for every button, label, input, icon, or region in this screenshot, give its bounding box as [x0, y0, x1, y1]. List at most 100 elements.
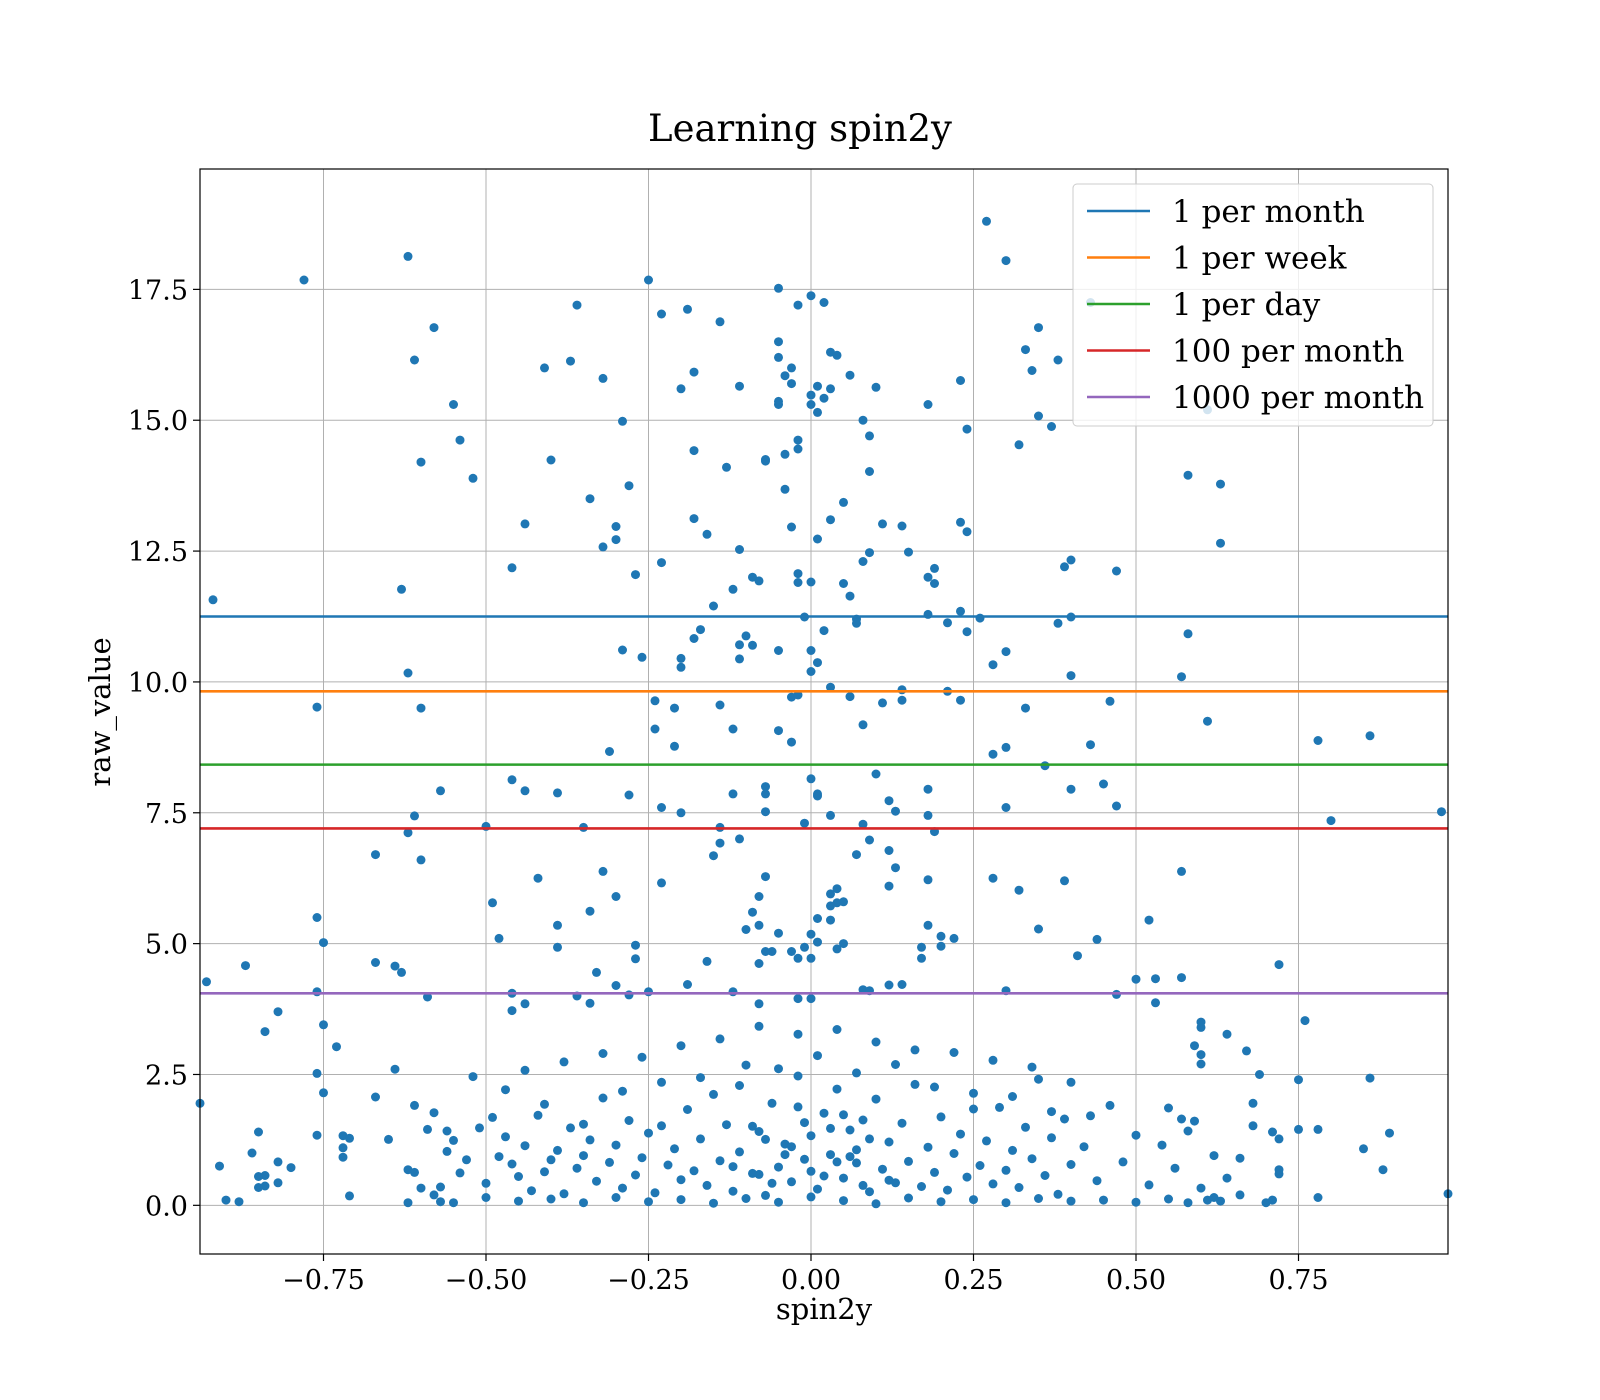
data-point: [793, 569, 803, 579]
data-point: [735, 1081, 744, 1090]
data-point: [1385, 1128, 1394, 1138]
data-point: [995, 1102, 1004, 1112]
data-point: [598, 373, 608, 383]
data-point: [637, 1052, 647, 1062]
data-point: [761, 947, 770, 956]
data-point: [793, 444, 803, 454]
data-point: [676, 662, 686, 672]
data-point: [520, 1141, 530, 1151]
data-point: [715, 1034, 725, 1044]
data-point: [735, 381, 744, 391]
data-point: [1183, 1198, 1193, 1208]
data-point: [384, 1134, 393, 1144]
data-point: [442, 1126, 452, 1136]
data-point: [436, 1197, 445, 1207]
data-point: [988, 749, 998, 759]
data-point: [520, 519, 530, 529]
data-point: [709, 851, 718, 861]
data-point: [1203, 716, 1212, 726]
data-point: [410, 1167, 419, 1177]
data-point: [312, 1130, 322, 1140]
data-point: [1177, 1114, 1186, 1124]
data-point: [1001, 742, 1011, 752]
data-point: [871, 1037, 881, 1047]
data-point: [566, 1123, 575, 1133]
data-point: [254, 1172, 263, 1181]
data-point: [748, 640, 757, 650]
data-point: [1105, 1100, 1115, 1110]
data-point: [338, 1143, 348, 1153]
data-point: [826, 901, 835, 911]
data-point: [494, 1152, 504, 1162]
data-point: [572, 1163, 582, 1173]
data-point: [618, 645, 627, 655]
data-point: [845, 692, 855, 702]
data-point: [481, 1178, 491, 1188]
data-point: [871, 382, 881, 392]
data-point: [1047, 1107, 1056, 1117]
x-tick-label: 0.75: [1268, 1265, 1328, 1296]
data-point: [1079, 1142, 1089, 1152]
data-point: [546, 1155, 556, 1165]
data-point: [644, 275, 653, 285]
data-point: [1164, 1194, 1173, 1204]
data-point: [611, 535, 621, 545]
data-point: [429, 323, 439, 333]
data-point: [1001, 256, 1011, 266]
data-point: [826, 1150, 835, 1160]
data-point: [1177, 672, 1186, 682]
data-point: [826, 915, 835, 925]
data-point: [598, 866, 608, 876]
data-point: [793, 690, 803, 700]
data-point: [1034, 323, 1043, 333]
data-point: [657, 803, 666, 812]
data-point: [390, 961, 400, 971]
data-point: [787, 1177, 796, 1187]
data-point: [1008, 1092, 1017, 1101]
data-point: [884, 1175, 894, 1185]
data-point: [1359, 1144, 1368, 1154]
y-tick-label: 5.0: [145, 930, 188, 961]
legend-label: 1 per month: [1172, 194, 1365, 230]
data-point: [689, 634, 699, 643]
data-point: [540, 1099, 549, 1109]
data-point: [1274, 1134, 1284, 1144]
data-point: [1066, 784, 1076, 794]
data-point: [865, 1134, 874, 1144]
data-point: [975, 613, 985, 623]
data-point: [715, 1156, 725, 1166]
legend: 1 per month 1 per week 1 per day 100 per mo…: [1072, 183, 1434, 427]
data-point: [800, 818, 809, 828]
data-point: [494, 933, 504, 943]
data-point: [793, 953, 803, 963]
data-point: [1313, 1124, 1323, 1134]
data-point: [852, 850, 861, 860]
data-point: [579, 1198, 588, 1208]
data-point: [702, 956, 712, 966]
data-point: [416, 457, 426, 467]
y-axis-ticks: 0.0 2.5 5.0 7.5 10.0 12.5 15.0 17.5: [128, 275, 200, 1222]
data-point: [845, 370, 855, 380]
data-point: [852, 618, 861, 628]
data-point: [1066, 1196, 1076, 1206]
data-point: [442, 1146, 452, 1156]
data-point: [1294, 1124, 1303, 1134]
data-point: [520, 999, 530, 1009]
data-point: [923, 400, 933, 409]
data-point: [956, 606, 965, 616]
data-point: [605, 747, 614, 756]
data-point: [1118, 1157, 1128, 1167]
data-point: [774, 1064, 783, 1074]
data-point: [813, 914, 822, 923]
data-point: [930, 579, 939, 588]
data-point: [1196, 1183, 1206, 1193]
data-point: [826, 515, 835, 525]
data-point: [832, 884, 842, 894]
data-point: [676, 1175, 686, 1185]
data-point: [598, 1093, 608, 1103]
data-point: [1235, 1153, 1245, 1163]
y-tick-label: 0.0: [145, 1191, 188, 1222]
data-point: [540, 1167, 549, 1177]
data-point: [208, 595, 218, 605]
data-point: [962, 424, 972, 434]
